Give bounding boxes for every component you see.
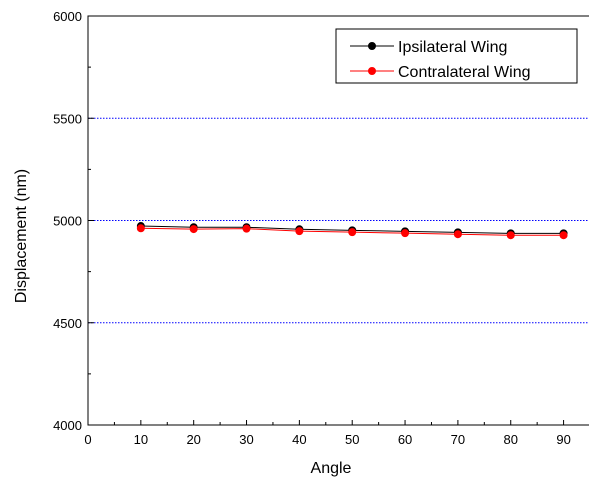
y-tick-label-3: 5500: [53, 111, 82, 126]
data-point-s1-1: [189, 225, 198, 234]
x-tick-label-0: 0: [84, 432, 91, 447]
grid-lines: [88, 117, 589, 324]
y-tick-label-0: 4000: [53, 418, 82, 433]
legend-item-0: Ipsilateral Wing: [350, 39, 507, 56]
data-point-s1-8: [559, 231, 568, 240]
legend-items: Ipsilateral Wing Contralateral Wing: [350, 39, 531, 81]
x-tick-label-5: 50: [345, 432, 359, 447]
x-tick-label-7: 70: [451, 432, 465, 447]
data-point-s1-2: [242, 224, 251, 233]
legend: Ipsilateral Wing Contralateral Wing: [335, 28, 578, 84]
y-axis-title: Displacement (nm): [13, 169, 30, 303]
x-tick-label-1: 10: [134, 432, 148, 447]
legend-box: [335, 28, 578, 84]
y-tick-label-4: 6000: [53, 9, 82, 24]
series-1: [136, 224, 568, 240]
axis-ticks: [87, 15, 565, 426]
legend-label-1: Contralateral Wing: [398, 64, 531, 81]
data-point-s1-4: [348, 228, 357, 237]
data-point-s1-0: [136, 224, 145, 233]
x-tick-label-3: 30: [239, 432, 253, 447]
data-point-s1-3: [295, 227, 304, 236]
data-point-s1-5: [401, 229, 410, 238]
x-tick-label-2: 20: [186, 432, 200, 447]
x-tick-label-9: 90: [556, 432, 570, 447]
legend-item-1: Contralateral Wing: [350, 64, 531, 81]
x-tick-label-6: 60: [398, 432, 412, 447]
axis-tick-labels: 0 10 20 30 40 50 60 70 80 90 4000 4500 5000 5500 6000: [53, 9, 571, 447]
legend-label-0: Ipsilateral Wing: [398, 39, 507, 56]
legend-marker-0: [368, 42, 376, 50]
series-layer: [136, 222, 568, 240]
x-tick-label-4: 40: [292, 432, 306, 447]
data-point-s1-7: [506, 231, 515, 240]
data-point-s1-6: [453, 230, 462, 239]
legend-marker-1: [368, 67, 376, 75]
x-axis-title: Angle: [311, 460, 352, 477]
y-tick-label-1: 4500: [53, 316, 82, 331]
x-tick-label-8: 80: [504, 432, 518, 447]
y-tick-label-2: 5000: [53, 214, 82, 229]
